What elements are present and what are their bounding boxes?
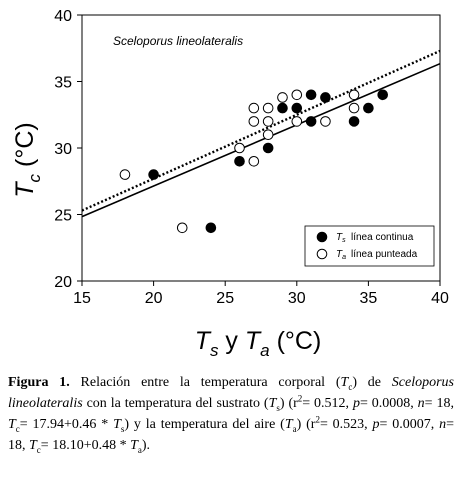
species-annotation: Sceloporus lineolateralis <box>113 34 243 48</box>
caption-sup: 2 <box>315 414 320 425</box>
data-point-filled <box>320 92 331 103</box>
data-point-open <box>248 102 260 114</box>
data-point-open <box>262 116 274 127</box>
caption-label: Figura 1. <box>8 375 70 390</box>
data-point-open <box>277 92 288 103</box>
data-point-filled <box>377 89 389 101</box>
caption-var: T <box>340 375 349 390</box>
x-axis: 15 20 25 30 35 40 <box>73 281 449 307</box>
y-axis: 20 25 30 35 40 <box>54 8 82 291</box>
y-axis-title: Tc (°C) <box>11 122 44 197</box>
caption-text: ) (r <box>296 417 316 432</box>
caption-text: = 17.94+0.46 * <box>19 417 114 432</box>
x-tick-label: 35 <box>360 290 378 307</box>
caption-sub: a <box>137 444 142 455</box>
caption-text: ) (r <box>279 396 298 411</box>
regression-lines <box>81 49 441 218</box>
caption-sub: s <box>276 402 280 413</box>
legend-label-solid: línea continua <box>351 232 414 243</box>
data-point-open <box>262 129 274 140</box>
caption-var: n <box>439 417 447 432</box>
x-tick-label: 30 <box>288 290 306 307</box>
caption-text: = 0.512, <box>302 396 353 411</box>
caption-sub: c <box>36 444 41 455</box>
data-point-open <box>176 222 188 234</box>
caption-var: T <box>29 438 37 453</box>
data-point-filled <box>262 142 274 154</box>
legend-symbol-ta: Ta <box>336 249 346 261</box>
caption-text: Relación entre la temperatura corporal ( <box>69 375 341 390</box>
caption-text: con la temperatura del sustrato ( <box>82 396 269 411</box>
legend-symbol-ts: Ts <box>336 232 346 244</box>
data-point-filled <box>205 222 217 234</box>
data-point-filled <box>348 116 360 127</box>
caption-sub: s <box>120 423 125 434</box>
caption-var: T <box>113 417 121 432</box>
data-point-filled <box>305 116 317 127</box>
caption-var: p <box>352 396 360 411</box>
caption-sub: c <box>348 381 353 392</box>
legend-label-dotted: línea punteada <box>351 249 418 260</box>
data-point-open <box>262 102 274 114</box>
data-point-filled <box>291 102 303 114</box>
y-tick-label: 40 <box>54 8 72 25</box>
data-point-open <box>320 116 331 127</box>
y-tick-label: 20 <box>54 274 72 291</box>
data-point-open <box>291 89 303 101</box>
caption-var: T <box>130 438 138 453</box>
legend-marker-open <box>316 248 328 260</box>
data-point-open <box>291 116 303 127</box>
legend-box <box>304 225 435 267</box>
caption-sub: a <box>292 423 297 434</box>
x-axis-title: Ts y Ta (°C) <box>195 327 322 360</box>
x-tick-label: 25 <box>216 290 234 307</box>
legend-marker-filled <box>316 231 328 243</box>
caption-sup: 2 <box>297 393 303 404</box>
caption-var: p <box>372 417 380 432</box>
data-point-filled <box>148 169 159 180</box>
fit-line-solid <box>81 62 441 218</box>
data-point-filled <box>363 102 374 114</box>
caption-text: = 0.0007, <box>379 417 440 432</box>
data-point-open <box>248 156 260 167</box>
caption-text: = 18, <box>8 417 454 453</box>
caption-sub: c <box>15 423 20 434</box>
data-point-open <box>234 142 245 154</box>
x-tick-label: 20 <box>145 290 163 307</box>
caption-text: = 0.0008, <box>359 396 418 411</box>
caption-text: = 18, <box>424 396 454 411</box>
data-point-open <box>248 116 260 127</box>
data-point-open <box>348 102 360 114</box>
data-point-filled <box>234 156 245 167</box>
caption-var: T <box>8 417 16 432</box>
fit-line-dotted <box>81 49 441 212</box>
caption-text: ) de <box>352 375 392 390</box>
data-point-open <box>119 169 131 180</box>
x-tick-label: 15 <box>73 290 91 307</box>
caption-text: = 18.10+0.48 * <box>40 438 131 453</box>
caption-text: = 0.523, <box>319 417 373 432</box>
figure-caption: Figura 1. Relación entre la temperatura … <box>8 372 454 456</box>
y-tick-label: 35 <box>54 75 72 92</box>
caption-text: ) y la temperatura del aire ( <box>124 417 285 432</box>
data-point-filled <box>305 89 317 101</box>
caption-text: ). <box>141 438 151 453</box>
caption-var: T <box>268 396 277 411</box>
y-tick-label: 30 <box>54 141 72 158</box>
caption-var: n <box>417 396 425 411</box>
data-point-open <box>348 89 360 101</box>
legend: Ts línea continua Ta línea punteada <box>304 225 435 267</box>
data-point-filled <box>277 102 288 114</box>
data-points <box>119 89 389 234</box>
x-tick-label: 40 <box>431 290 449 307</box>
y-tick-label: 25 <box>54 208 72 225</box>
caption-species: Sceloporus lineolateralis <box>8 375 454 411</box>
caption-var: T <box>284 417 293 432</box>
